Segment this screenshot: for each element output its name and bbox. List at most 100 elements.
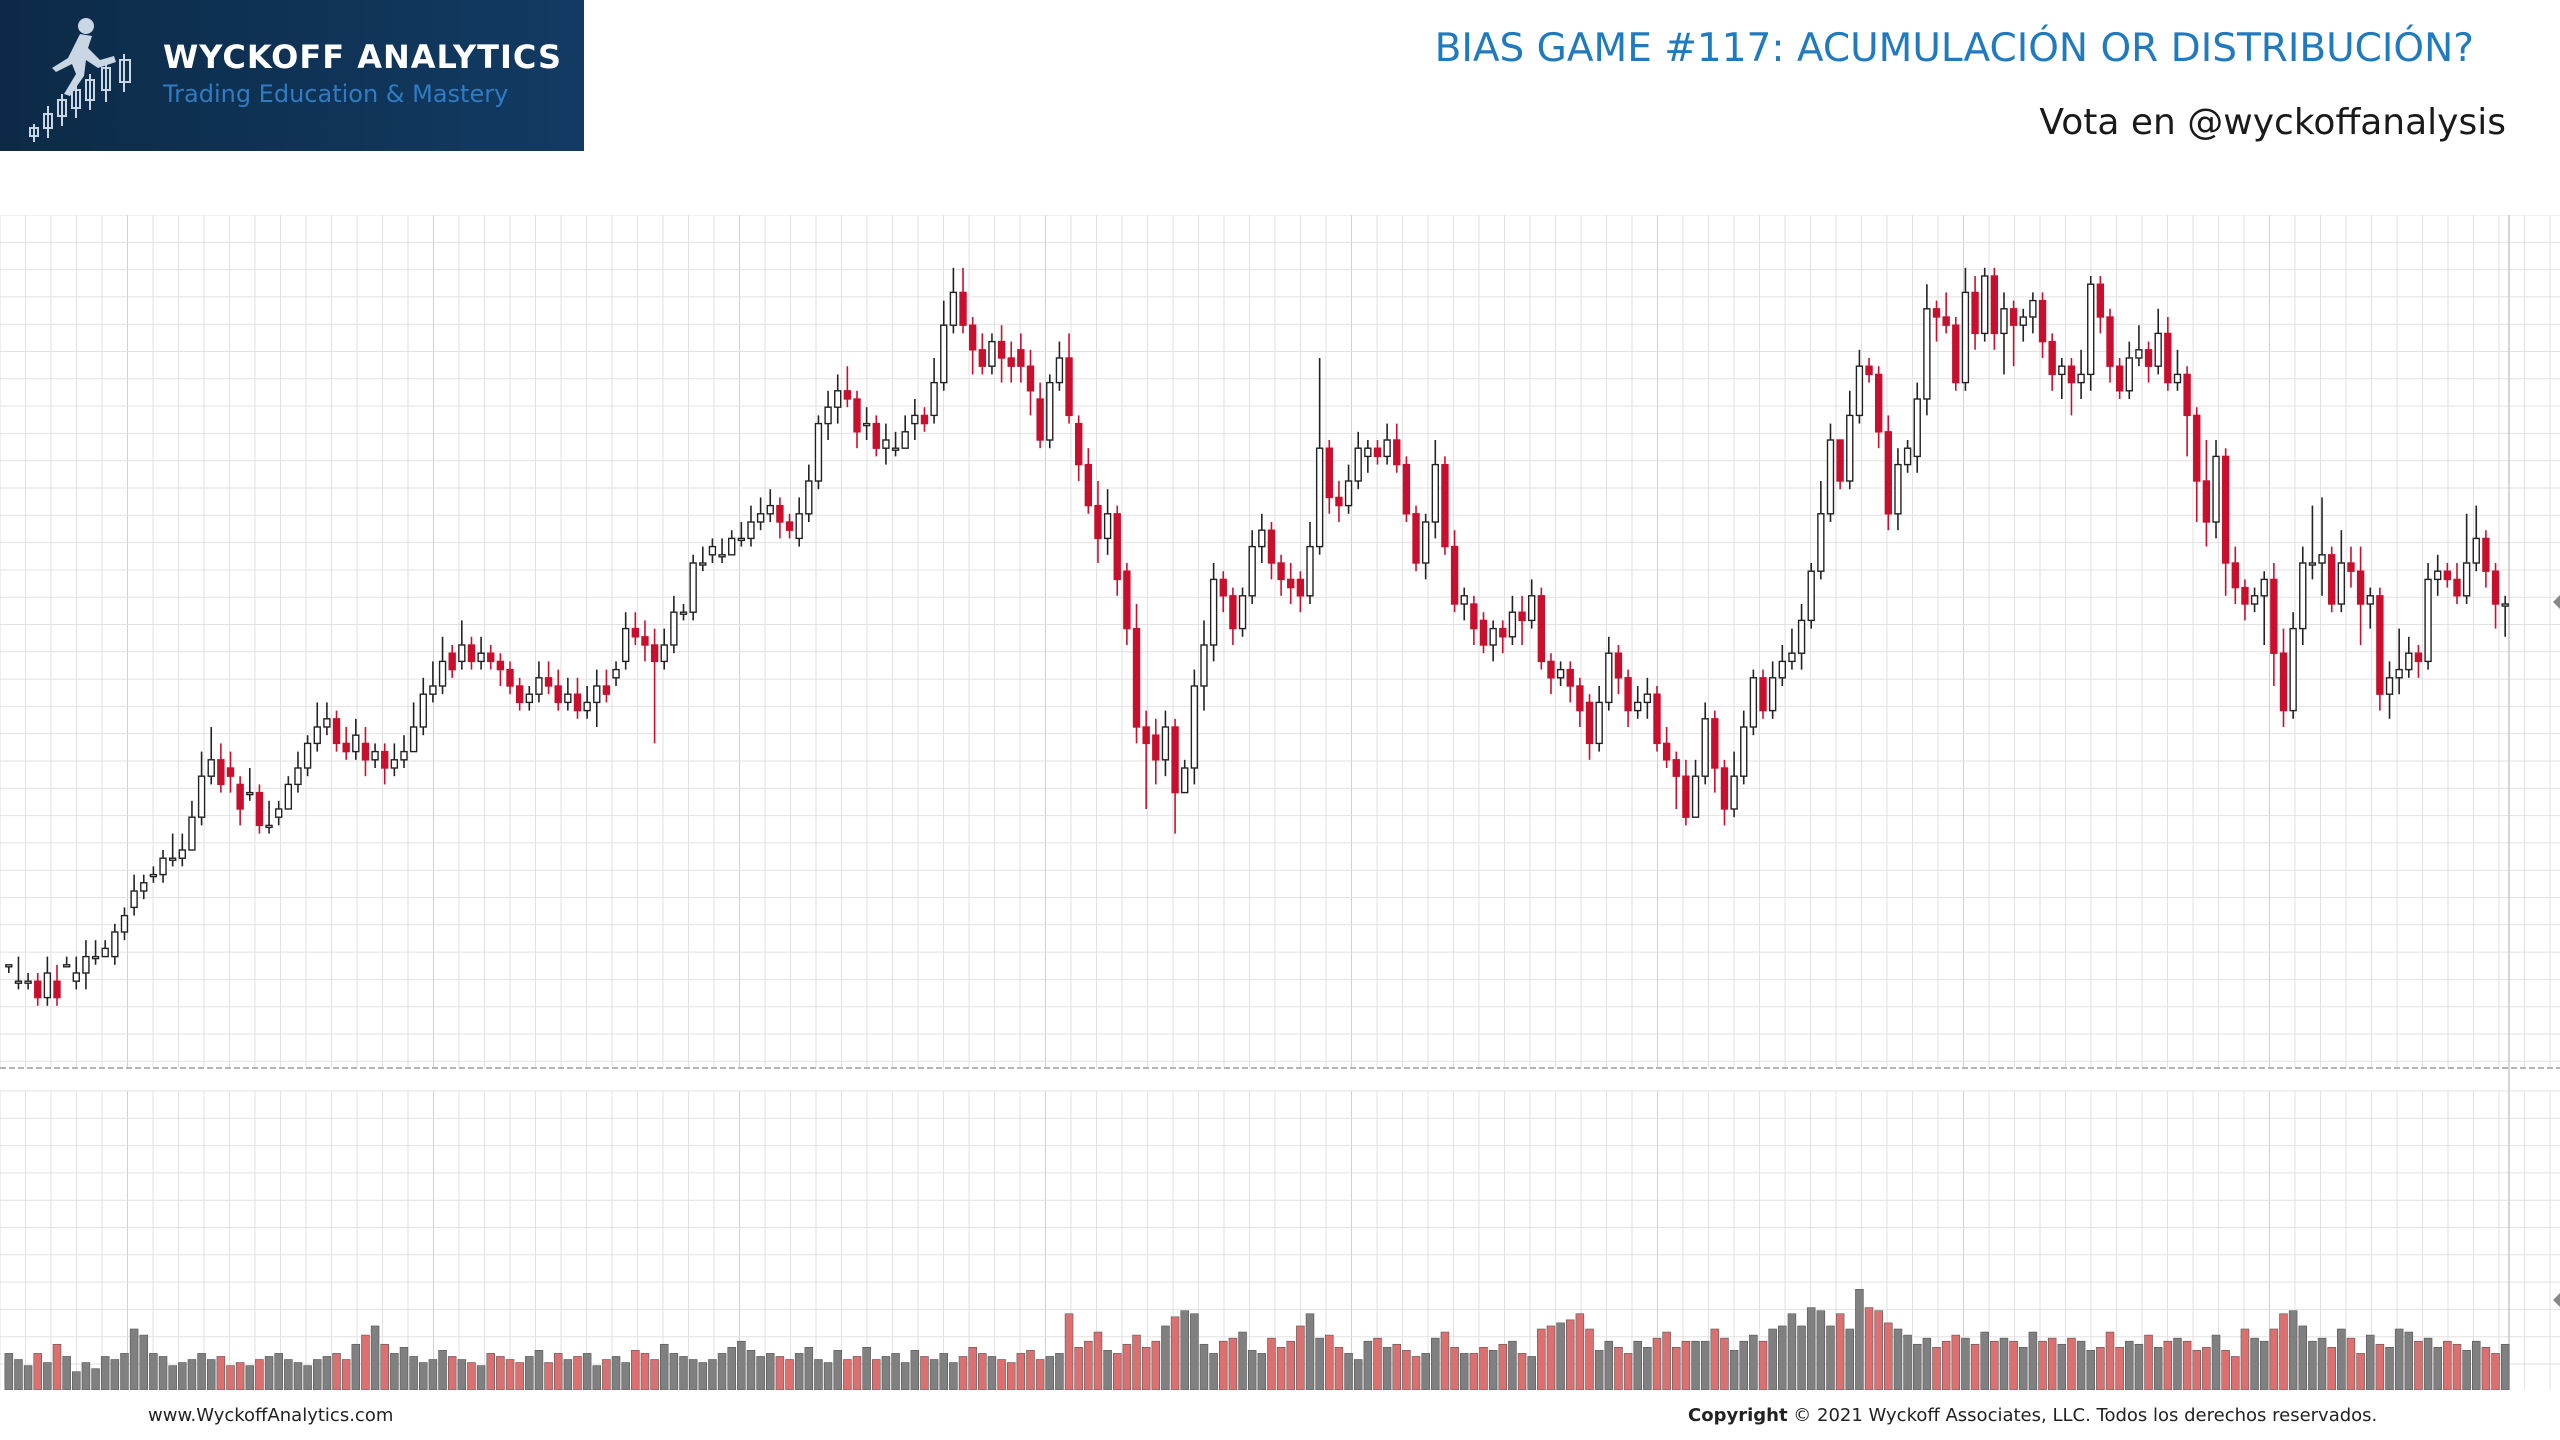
volume-bar — [679, 1356, 688, 1390]
candle — [2462, 513, 2471, 604]
candle — [699, 546, 707, 572]
candle-body — [390, 759, 399, 769]
volume-bar — [717, 1353, 727, 1390]
volume-bar — [1450, 1347, 1459, 1390]
volume-bar — [1238, 1331, 1247, 1390]
volume-bar — [1961, 1337, 1970, 1390]
volume-bar — [361, 1334, 370, 1390]
volume-bar — [1710, 1328, 1720, 1390]
candle — [2347, 546, 2355, 588]
candle-body — [564, 693, 572, 704]
candle — [1181, 759, 1189, 794]
volume-bar — [843, 1359, 852, 1390]
candle-body — [612, 668, 620, 679]
volume-bar — [775, 1356, 785, 1390]
volume-bar — [52, 1343, 62, 1390]
candle-body — [496, 660, 505, 671]
volume-bar — [370, 1325, 380, 1390]
price-scroll-arrow-icon[interactable] — [2553, 595, 2560, 609]
candle — [400, 735, 408, 768]
volume-scroll-arrow-icon[interactable] — [2553, 1293, 2560, 1307]
candle — [1499, 620, 1507, 654]
volume-bar — [1180, 1310, 1189, 1390]
candle-body — [1672, 759, 1680, 777]
candle — [1200, 620, 1208, 711]
candle — [2048, 333, 2056, 391]
volume-bar — [1739, 1340, 1748, 1390]
candle-body — [2193, 414, 2201, 482]
volume-bar — [100, 1356, 110, 1390]
candle — [1605, 636, 1613, 711]
volume-bar — [197, 1353, 206, 1390]
volume-bar — [1026, 1350, 1035, 1390]
candle — [2443, 563, 2452, 588]
candle — [323, 702, 331, 736]
volume-bar — [216, 1356, 226, 1390]
candle-body — [1306, 545, 1314, 597]
volume-bar — [2481, 1347, 2491, 1390]
candle — [949, 267, 958, 334]
candle-body — [641, 636, 649, 646]
candle-body — [429, 685, 437, 695]
candle — [573, 677, 582, 719]
candle — [1817, 481, 1825, 580]
volume-bar — [669, 1353, 679, 1390]
candle — [246, 768, 254, 801]
volume-bar — [1970, 1343, 1980, 1390]
candle-body — [294, 767, 302, 786]
candle — [583, 686, 591, 719]
candle-body — [1826, 439, 1835, 515]
volume-bar — [1267, 1337, 1276, 1390]
volume-bar — [332, 1353, 341, 1390]
candle-body — [515, 685, 524, 704]
candle — [2125, 341, 2133, 399]
candle-body — [1614, 652, 1623, 679]
candle — [920, 407, 929, 432]
candle — [1046, 374, 1054, 449]
volume-bar — [1411, 1356, 1421, 1390]
volume-bar — [1585, 1328, 1594, 1390]
candle — [1017, 333, 1025, 383]
volume-bar — [91, 1368, 100, 1390]
candle — [217, 743, 225, 793]
candle — [429, 661, 437, 703]
candle-body — [814, 422, 823, 482]
candle-body — [1711, 718, 1719, 769]
volume-bar — [2269, 1328, 2279, 1390]
candle-body — [920, 414, 929, 425]
volume-bar — [438, 1350, 447, 1390]
candle-body — [1325, 447, 1333, 499]
candle-body — [265, 824, 273, 829]
candle-body — [1402, 463, 1411, 515]
volume-bar — [1643, 1347, 1652, 1390]
candle-body — [1865, 365, 1873, 376]
candle-body — [1913, 398, 1921, 458]
volume-bar — [1768, 1328, 1777, 1390]
candle — [1287, 563, 1295, 604]
volume-bar — [2472, 1340, 2481, 1390]
volume-bar — [1633, 1340, 1642, 1390]
volume-bar — [2144, 1334, 2153, 1390]
candle — [1884, 415, 1893, 531]
volume-bar — [390, 1353, 399, 1390]
candle-body — [458, 644, 466, 663]
volume-bar — [1325, 1334, 1334, 1390]
candle — [1036, 382, 1044, 449]
candle — [409, 702, 418, 753]
candle-body — [313, 726, 321, 745]
volume-bar — [399, 1347, 409, 1390]
volume-bar — [920, 1356, 929, 1390]
footer-website[interactable]: www.WyckoffAnalytics.com — [148, 1405, 394, 1426]
candle — [1624, 669, 1632, 727]
candle — [130, 874, 138, 916]
volume-bar — [1498, 1343, 1508, 1390]
candle — [91, 940, 100, 965]
candle-body — [207, 759, 215, 777]
candle-body — [1113, 513, 1121, 581]
volume-bar — [1517, 1353, 1527, 1390]
volume-bar — [2173, 1337, 2182, 1390]
candle-body — [776, 504, 784, 523]
candle-body — [959, 291, 967, 326]
candle — [737, 522, 746, 547]
candle-body — [2144, 349, 2153, 367]
